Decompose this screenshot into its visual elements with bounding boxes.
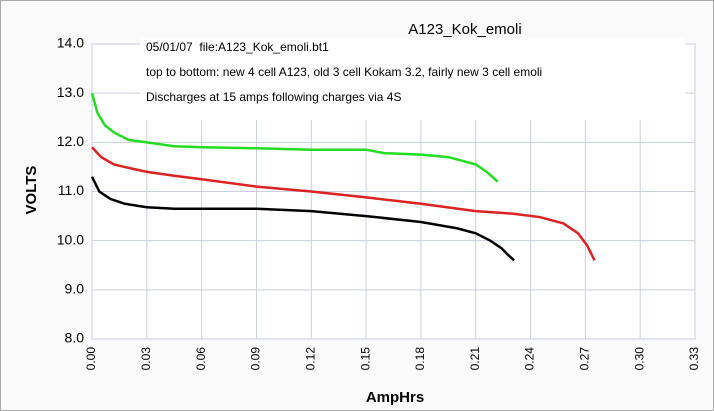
x-tick-label: 0.06	[194, 347, 208, 371]
series-line	[90, 92, 499, 183]
y-tick-label: 8.0	[65, 330, 85, 346]
x-tick-label: 0.21	[468, 347, 482, 371]
x-tick-label: 0.03	[139, 347, 153, 371]
lines	[90, 92, 596, 262]
y-tick-label: 9.0	[65, 281, 85, 297]
annotation: 05/01/07 file:A123_Kok_emoli.bt1	[146, 40, 329, 54]
y-tick-label: 13.0	[57, 84, 84, 100]
y-tick-label: 11.0	[58, 182, 84, 198]
chart-title: A123_Kok_emoli	[408, 21, 521, 38]
x-tick-label: 0.15	[358, 347, 372, 371]
x-tick-label: 0.30	[632, 347, 646, 371]
x-axis-label: AmpHrs	[366, 389, 424, 406]
x-tick-label: 0.18	[413, 347, 427, 371]
y-tick-label: 10.0	[57, 231, 84, 247]
x-tick-label: 0.33	[687, 347, 701, 371]
annotation-box	[140, 38, 685, 120]
annotation: Discharges at 15 amps following charges …	[146, 90, 401, 104]
series-line	[90, 176, 515, 262]
annotation: top to bottom: new 4 cell A123, old 3 ce…	[146, 65, 542, 79]
y-axis-label: VOLTS	[23, 166, 40, 215]
x-tick-label: 0.24	[523, 347, 537, 371]
x-tick-label: 0.12	[303, 347, 317, 371]
series-line	[91, 146, 596, 261]
y-tick-label: 14.0	[57, 35, 84, 51]
x-tick-label: 0.27	[578, 347, 592, 371]
y-tick-label: 12.0	[57, 133, 84, 149]
x-tick-label: 0.00	[84, 347, 98, 371]
x-tick-label: 0.09	[249, 347, 263, 371]
